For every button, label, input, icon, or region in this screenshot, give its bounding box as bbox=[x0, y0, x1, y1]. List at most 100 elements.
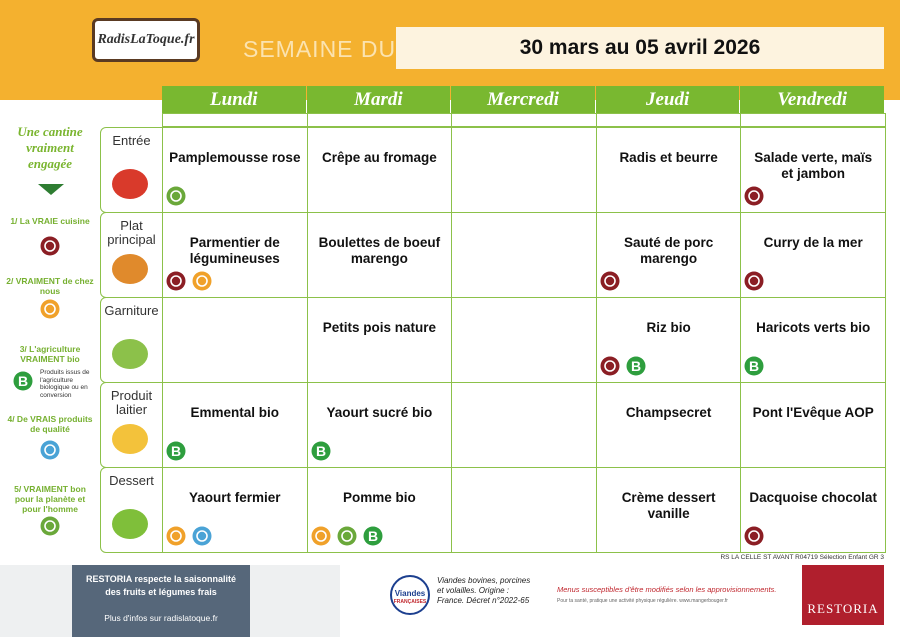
dish: Riz bio bbox=[646, 320, 691, 335]
dish: Pomme bio bbox=[343, 490, 416, 505]
menu-cell: Champsecret bbox=[595, 382, 742, 468]
subheader-cell bbox=[162, 113, 308, 127]
course-illustration bbox=[112, 254, 148, 284]
menu-cell: Boulettes de boeuf marengo bbox=[306, 212, 453, 298]
menu-cell bbox=[451, 297, 597, 383]
dish: Champsecret bbox=[625, 405, 712, 420]
label-icon bbox=[40, 440, 60, 460]
subheader-cell bbox=[595, 113, 742, 127]
subheader-cell bbox=[306, 113, 453, 127]
viandes-text: Viandes bovines, porcines et volailles. … bbox=[437, 576, 531, 605]
menu-cell: Curry de la mer bbox=[740, 212, 886, 298]
sidebar-item: 5/ VRAIMENT bon pour la planète et pour … bbox=[14, 484, 86, 514]
menu-cell: Dacquoise chocolat bbox=[740, 467, 886, 553]
viandes-logo-sub: FRANÇAISES bbox=[393, 599, 427, 605]
label-icon: B bbox=[13, 371, 33, 391]
subheader-cell bbox=[451, 113, 597, 127]
day-header: Mardi bbox=[306, 86, 451, 113]
bio-letter: B bbox=[749, 358, 759, 374]
menu-cell bbox=[451, 127, 597, 213]
day-header: Vendredi bbox=[740, 86, 884, 113]
day-header: Lundi bbox=[162, 86, 306, 113]
brand: RESTORIA bbox=[802, 565, 884, 625]
menu-cell: Yaourt fermier bbox=[162, 467, 308, 553]
label-icon bbox=[166, 526, 186, 546]
course-illustration bbox=[112, 509, 148, 539]
label-icon: B bbox=[626, 356, 646, 376]
sidebar-item: 4/ De VRAIS produits de qualité bbox=[7, 414, 93, 434]
menu-cell: Crème dessert vanille bbox=[595, 467, 742, 553]
reference: RS LA CELLE ST AVANT R04719 Sélection En… bbox=[720, 554, 884, 561]
menu-cell: Sauté de porc marengo bbox=[595, 212, 742, 298]
menu-cell: Emmental bio bbox=[162, 382, 308, 468]
course-illustration bbox=[112, 169, 148, 199]
dish: Crème dessert vanille bbox=[621, 490, 716, 521]
day-header: Jeudi bbox=[595, 86, 740, 113]
label-icon: B bbox=[363, 526, 383, 546]
label-icon: B bbox=[744, 356, 764, 376]
bio-letter: B bbox=[631, 358, 641, 374]
course-illustration bbox=[112, 339, 148, 369]
dish: Crêpe au fromage bbox=[321, 150, 437, 165]
menu-cell bbox=[451, 467, 597, 553]
sidebar bbox=[0, 100, 98, 560]
viandes-logo-text: Viandes bbox=[394, 589, 426, 598]
menu-cell: Crêpe au fromage bbox=[306, 127, 453, 213]
bio-letter: B bbox=[171, 443, 181, 459]
bio-letter: B bbox=[18, 373, 28, 389]
menu-cell: Yaourt sucré bio bbox=[306, 382, 453, 468]
label-icon bbox=[166, 186, 186, 206]
dish: Pamplemousse rose bbox=[169, 150, 301, 165]
dish: Yaourt sucré bio bbox=[326, 405, 433, 420]
bio-note: Produits issus de l'agriculture biologiq… bbox=[40, 369, 90, 399]
label-icon bbox=[311, 526, 331, 546]
notice: Menus susceptibles d'être modifiés selon… bbox=[557, 585, 777, 594]
dish: Petits pois nature bbox=[322, 320, 437, 335]
dish: Salade verte, maïs et jambon bbox=[754, 150, 873, 181]
menu-cell: Salade verte, maïs et jambon bbox=[740, 127, 886, 213]
dish: Sauté de porc marengo bbox=[623, 235, 714, 266]
sidebar-item: 2/ VRAIMENT de chez nous bbox=[6, 276, 94, 296]
dish: Emmental bio bbox=[190, 405, 280, 420]
label-icon bbox=[600, 356, 620, 376]
menu-cell bbox=[451, 382, 597, 468]
menu-cell: Radis et beurre bbox=[595, 127, 742, 213]
label-icon bbox=[192, 271, 212, 291]
bio-letter: B bbox=[316, 443, 326, 459]
menu-cell: Pamplemousse rose bbox=[162, 127, 308, 213]
dish: Parmentier de légumineuses bbox=[189, 235, 280, 266]
health-note: Pour ta santé, pratique une activité phy… bbox=[557, 598, 728, 604]
label-icon bbox=[166, 271, 186, 291]
dish: Pont l'Evêque AOP bbox=[752, 405, 874, 420]
dish: Curry de la mer bbox=[763, 235, 863, 250]
label-icon bbox=[192, 526, 212, 546]
menu-cell bbox=[162, 297, 308, 383]
logo: RadisLaToque.fr bbox=[92, 18, 200, 62]
dish: Haricots verts bio bbox=[756, 320, 871, 335]
dish: Dacquoise chocolat bbox=[749, 490, 877, 505]
arrow bbox=[38, 184, 64, 195]
menu-cell: Parmentier de légumineuses bbox=[162, 212, 308, 298]
label-icon bbox=[40, 516, 60, 536]
label-icon: B bbox=[311, 441, 331, 461]
label-icon bbox=[40, 299, 60, 319]
menu-cell: Riz bio bbox=[595, 297, 742, 383]
label-icon bbox=[744, 271, 764, 291]
sidebar-item: 3/ L'agriculture VRAIMENT bio bbox=[19, 344, 81, 364]
week-dates: 30 mars au 05 avril 2026 bbox=[396, 27, 884, 69]
label-icon bbox=[40, 236, 60, 256]
subheader-cell bbox=[740, 113, 886, 127]
menu-cell: Haricots verts bio bbox=[740, 297, 886, 383]
viandes-logo: Viandes FRANÇAISES bbox=[390, 575, 430, 615]
menu-cell bbox=[451, 212, 597, 298]
label-icon bbox=[744, 526, 764, 546]
sidebar-item: 1/ La VRAIE cuisine bbox=[10, 216, 90, 226]
label-icon: B bbox=[166, 441, 186, 461]
banner-text: RESTORIA respecte la saisonnalité des fr… bbox=[85, 574, 237, 597]
menu-cell: Pont l'Evêque AOP bbox=[740, 382, 886, 468]
label-icon bbox=[337, 526, 357, 546]
menu-cell: Petits pois nature bbox=[306, 297, 453, 383]
